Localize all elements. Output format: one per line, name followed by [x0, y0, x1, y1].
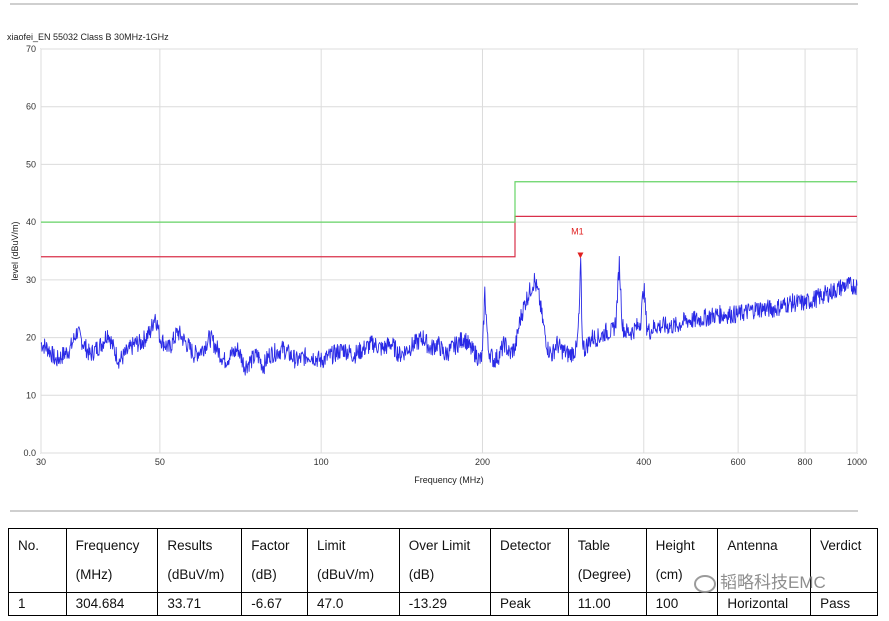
y-tick-label: 10 [26, 390, 36, 400]
plot-area [40, 48, 858, 454]
emission-chart: 0.0 10 20 30 40 50 60 70 30 50 100 200 400 600 800 1000… [10, 44, 867, 485]
header-frequency: Frequency (MHz) [65, 528, 159, 593]
x-tick-label: 100 [314, 457, 329, 467]
cell-table-degree: 11.00 [567, 592, 647, 616]
cell-verdict: Pass [810, 592, 878, 616]
measured-trace [40, 255, 858, 376]
y-tick-label: 60 [26, 102, 36, 112]
table-header-row: No. Frequency (MHz) Results (dBuV/m) Facto… [8, 528, 878, 593]
limit_qp-line [41, 215, 857, 258]
y-tick-label: 0.0 [23, 448, 36, 458]
header-over-limit: Over Limit (dB) [398, 528, 491, 593]
y-tick-label: 50 [26, 159, 36, 169]
header-verdict: Verdict [810, 528, 878, 593]
header-detector: Detector [489, 528, 569, 593]
results-table: No. Frequency (MHz) Results (dBuV/m) Facto… [8, 528, 878, 616]
x-axis-label: Frequency (MHz) [414, 475, 484, 485]
header-antenna: Antenna [717, 528, 812, 593]
y-tick-label: 70 [26, 44, 36, 54]
top-divider [10, 3, 858, 5]
y-axis-label: level (dBuV/m) [10, 221, 20, 280]
cell-results: 33.71 [157, 592, 243, 616]
y-tick-label: 30 [26, 275, 36, 285]
cell-no: 1 [8, 592, 67, 616]
x-tick-label: 800 [798, 457, 813, 467]
section-divider [10, 510, 858, 512]
cell-detector: Peak [489, 592, 569, 616]
header-results: Results (dBuV/m) [157, 528, 243, 593]
x-tick-label: 600 [731, 457, 746, 467]
cell-height: 100 [645, 592, 719, 616]
header-height: Height (cm) [645, 528, 719, 593]
marker-label: M1 [571, 226, 584, 236]
header-limit: Limit (dBuV/m) [307, 528, 400, 593]
y-tick-label: 20 [26, 333, 36, 343]
x-tick-label: 50 [155, 457, 165, 467]
header-factor: Factor (dB) [241, 528, 309, 593]
cell-frequency: 304.684 [65, 592, 159, 616]
cell-limit: 47.0 [307, 592, 400, 616]
cell-factor: -6.67 [241, 592, 309, 616]
header-no: No. [8, 528, 67, 593]
chart-title: xiaofei_EN 55032 Class B 30MHz-1GHz [7, 32, 169, 42]
table-row: 1 304.684 33.71 -6.67 47.0 -13.29 Peak 1… [8, 592, 878, 616]
x-tick-label: 30 [36, 457, 46, 467]
marker-point [577, 252, 584, 259]
x-tick-label: 200 [475, 457, 490, 467]
x-tick-label: 400 [636, 457, 651, 467]
cell-over-limit: -13.29 [398, 592, 491, 616]
y-tick-label: 40 [26, 217, 36, 227]
x-tick-label: 1000 [847, 457, 867, 467]
limit_margin-line [41, 181, 857, 223]
header-table-degree: Table (Degree) [567, 528, 647, 593]
cell-antenna: Horizontal [717, 592, 812, 616]
